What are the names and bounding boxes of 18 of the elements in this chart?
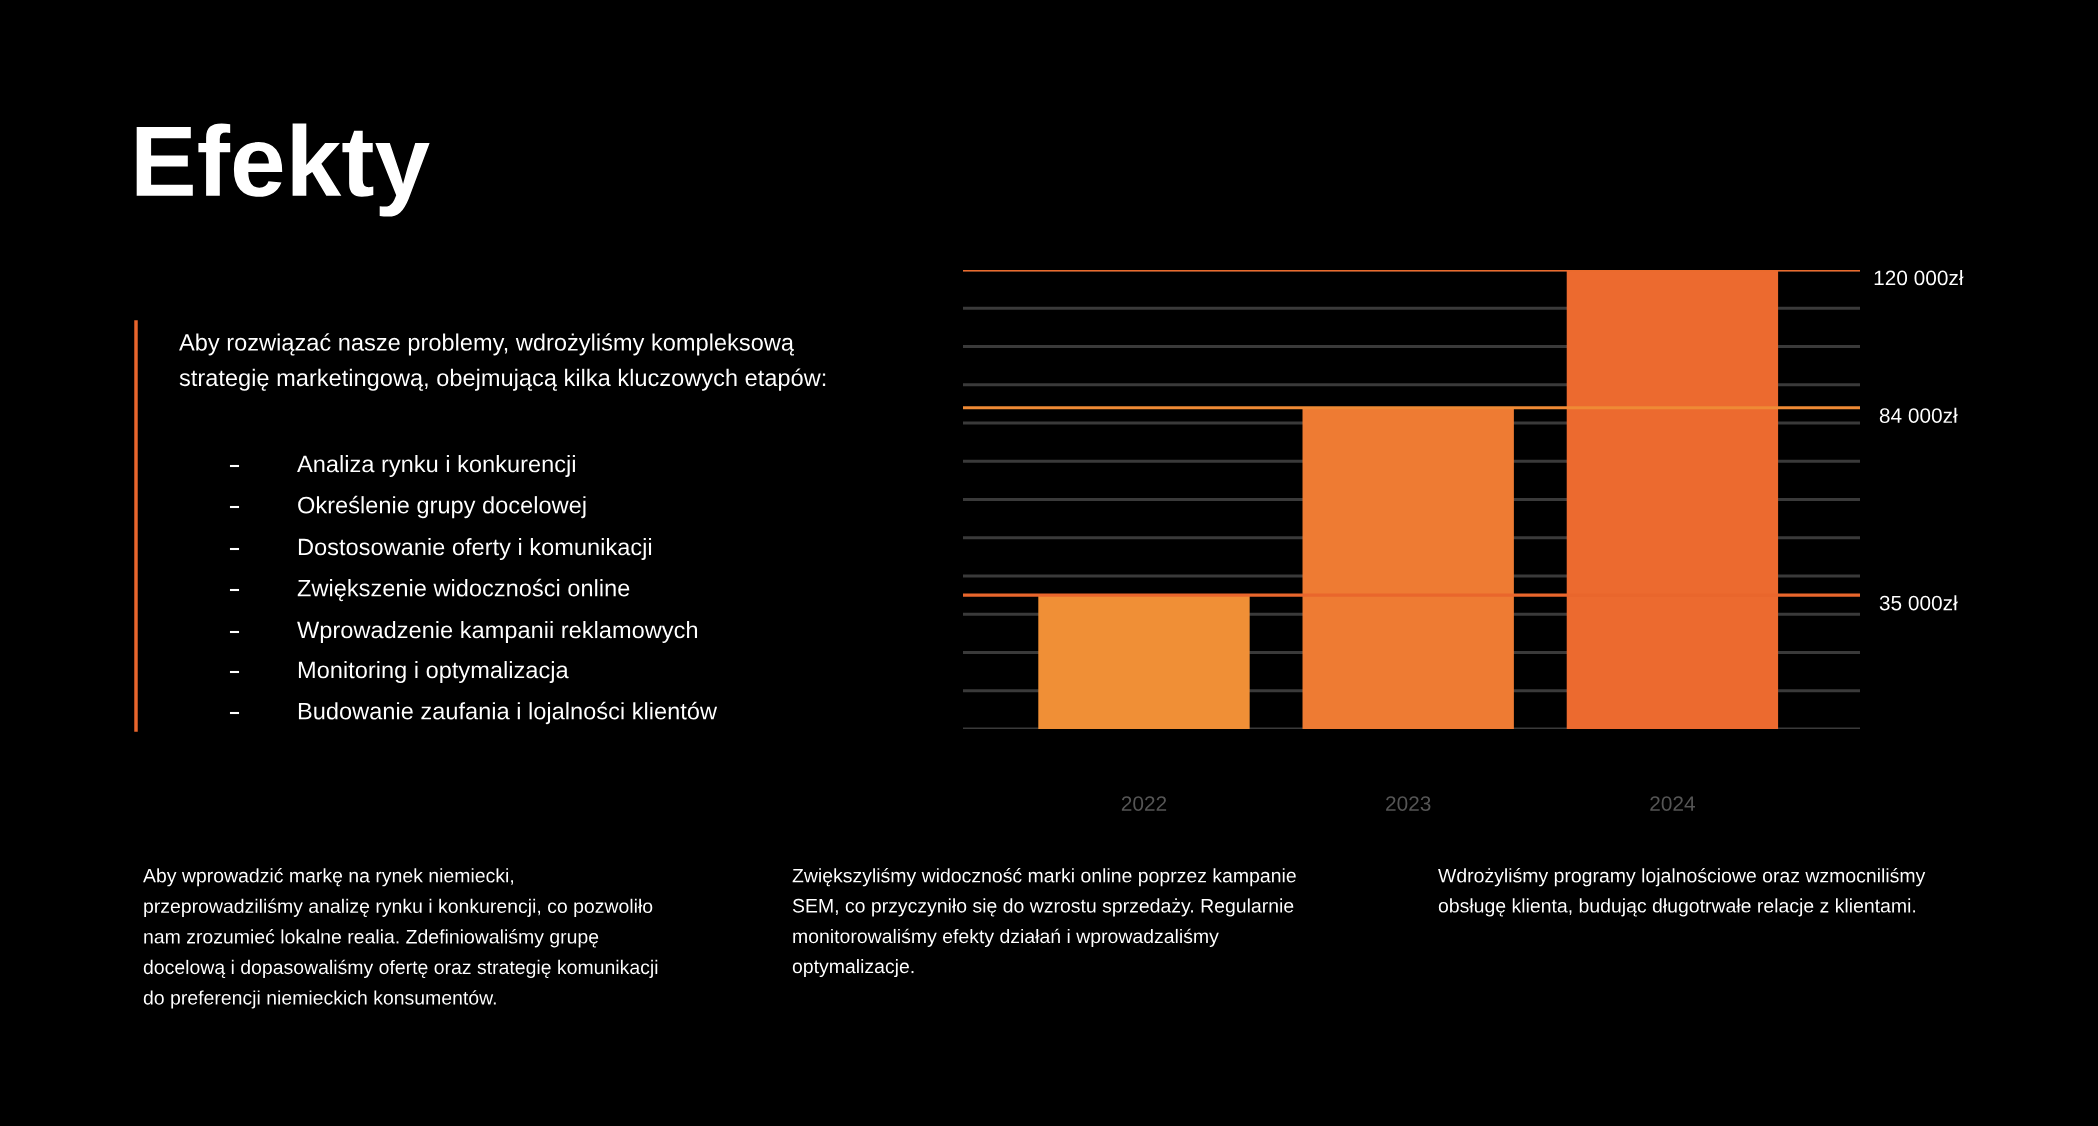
text: Wprowadzenie kampanii reklamowych (297, 620, 698, 644)
text: Zwiększenie widoczności online (297, 578, 630, 602)
text: Monitoring i optymalizacja (298, 660, 569, 684)
text: Budowanie zaufania i lojalności klientów (298, 701, 718, 725)
text: Aby rozwiązać nasze problemy, wdrożyliśmy kompleksową strategię marketingową, obejmującą kilka kluczowych etapów: (179, 333, 826, 391)
text: Wdrożyliśmy programy lojalnościowe oraz wzmocniliśmy obsługę klienta, budując długotrwałe relacje z klientami. (1438, 868, 1926, 917)
x-tick-label: 2023 (1386, 796, 1431, 811)
text: Dostosowanie oferty i komunikacji (298, 537, 652, 561)
ref-line-label: 120 000zł (1874, 270, 1964, 286)
x-tick-label: 2022 (1121, 796, 1167, 811)
ref-line-label: 84 000zł (1879, 407, 1958, 423)
x-tick-label: 2024 (1650, 796, 1695, 811)
text: Aby wprowadzić markę na rynek niemiecki, przeprowadziliśmy analizę rynku i konkurencji, co pozwoliło nam zrozumieć lokalne realia. Zdefiniowaliśmy grupę docelową i dopasowaliśmy ofertę oraz strategię komunikacji do preferencji niemieckich konsumentów. (143, 868, 658, 1009)
chart-title: Efekty (136, 123, 430, 217)
text: Analiza rynku i konkurencji (297, 455, 575, 478)
text: Zwiększyliśmy widoczność marki online poprzez kampanie SEM, co przyczyniło się do wzrostu sprzedaży. Regularnie monitorowaliśmy efekty działań i wprowadzaliśmy optymalizacje. (792, 868, 1296, 978)
text: Określenie grupy docelowej (298, 495, 586, 519)
ref-line-label: 35 000zł (1879, 595, 1958, 611)
